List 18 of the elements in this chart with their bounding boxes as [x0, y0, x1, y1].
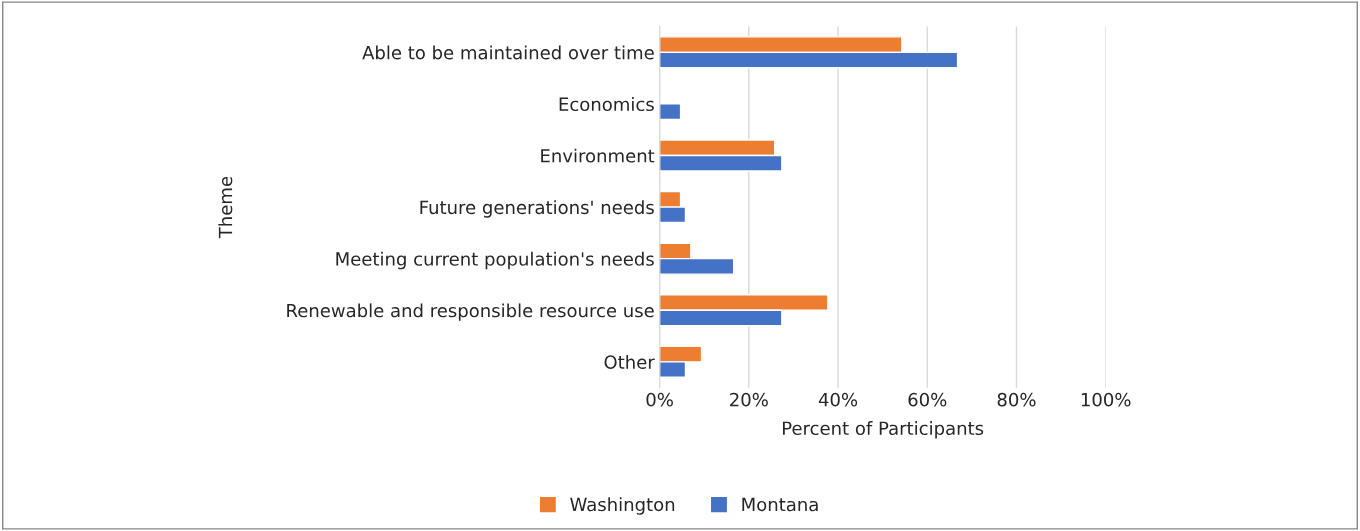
y-tick-label: Economics	[559, 97, 654, 112]
x-tick-label: 20%	[730, 392, 768, 407]
x-tick-label: 60%	[908, 392, 947, 407]
bar	[659, 103, 682, 121]
legend-label: Montana	[742, 497, 818, 512]
y-tick-label: Future generations' needs	[420, 200, 654, 218]
legend-label: Washington	[570, 497, 675, 515]
y-tick-label: Meeting current population's needs	[336, 251, 654, 270]
x-axis-title: Percent of Participants	[782, 421, 984, 439]
x-tick-label: 40%	[818, 392, 858, 407]
y-tick-label: Other	[604, 354, 655, 369]
y-tick-label: Environment	[541, 148, 655, 163]
x-tick-label: 80%	[997, 392, 1036, 407]
y-tick-label: Able to be maintained over time	[362, 45, 654, 60]
y-tick-label: Renewable and responsible resource use	[287, 303, 654, 321]
x-tick-label: 100%	[1081, 392, 1131, 407]
y-axis-title: Theme	[218, 176, 233, 239]
x-tick-label: 0%	[646, 392, 673, 407]
